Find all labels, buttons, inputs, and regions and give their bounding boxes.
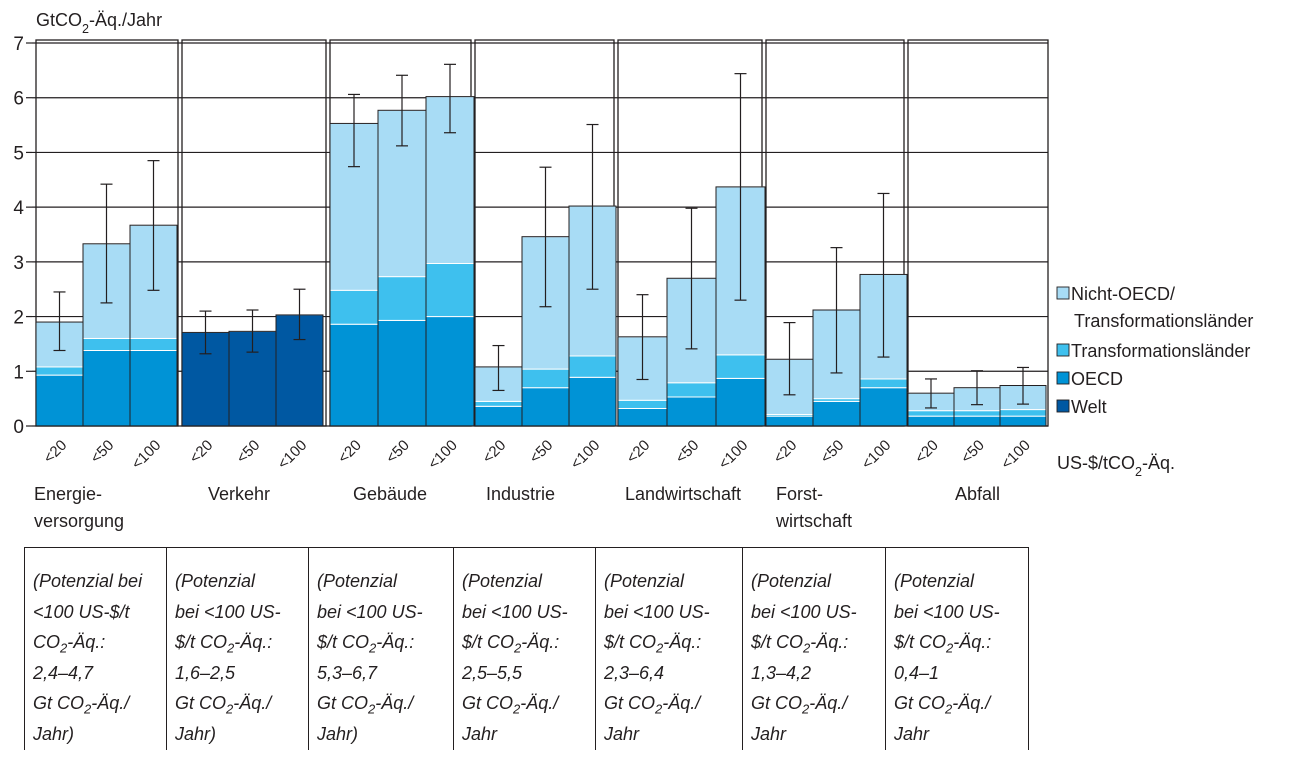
- sector-label: Gebäude: [353, 484, 427, 504]
- note-forstwirtschaft: (Potenzial bei <100 US- $/t CO2-Äq.: 1,3…: [742, 546, 886, 750]
- bar-segment-transformationslaender: [329, 289, 379, 325]
- bar-segment-oecd: [377, 319, 427, 427]
- legend-swatch: [1056, 286, 1070, 300]
- bar-segment-transformationslaender: [666, 382, 717, 398]
- y-tick-label: 0: [13, 417, 24, 438]
- sector-label: Verkehr: [208, 484, 270, 504]
- bar-segment-oecd: [474, 405, 523, 427]
- bar-segment-oecd: [521, 387, 570, 427]
- bar-segment-oecd: [953, 415, 1001, 427]
- note-industrie: (Potenzial bei <100 US- $/t CO2-Äq.: 2,5…: [453, 546, 596, 750]
- potential-notes-table: (Potenzial bei <100 US-$/t CO2-Äq.: 2,4–…: [24, 546, 1029, 750]
- legend-swatch: [1056, 399, 1070, 413]
- price-level-label: <50: [383, 437, 413, 467]
- note-energieversorgung: (Potenzial bei <100 US-$/t CO2-Äq.: 2,4–…: [24, 546, 167, 750]
- y-tick-label: 7: [13, 34, 24, 55]
- price-level-label: <100: [567, 437, 603, 473]
- price-level-label: <50: [672, 437, 702, 467]
- bar-segment-transformationslaender: [859, 378, 908, 389]
- legend-swatch: [1056, 371, 1070, 385]
- legend-label: Nicht-OECD/Transformationsländer: [1071, 284, 1253, 331]
- bar-segment-oecd: [129, 349, 178, 427]
- bar-segment-oecd: [425, 316, 475, 427]
- bar-segment-transformationslaender: [425, 262, 475, 318]
- sector-label: Landwirtschaft: [625, 484, 741, 504]
- bar-segment-transformationslaender: [953, 410, 1001, 417]
- price-level-label: <50: [233, 437, 263, 467]
- bar-segment-oecd: [715, 377, 766, 427]
- y-tick-label: 6: [13, 89, 24, 110]
- bar-segment-transformationslaender: [35, 366, 84, 376]
- bar-segment-transformationslaender: [715, 354, 766, 379]
- bar-segment-oecd: [859, 387, 908, 427]
- y-axis-label: GtCO2-Äq./Jahr: [36, 10, 162, 36]
- price-level-label: <50: [526, 437, 556, 467]
- price-level-label: <100: [274, 437, 310, 473]
- price-level-label: <20: [623, 437, 653, 467]
- bar-segment-oecd: [329, 323, 379, 427]
- sector-label: Energie-versorgung: [34, 484, 124, 531]
- price-level-label: <20: [335, 437, 365, 467]
- note-verkehr: (Potenzial bei <100 US- $/t CO2-Äq.: 1,6…: [166, 546, 309, 750]
- bar-segment-transformationslaender: [568, 355, 617, 378]
- note-gebaeude: (Potenzial bei <100 US- $/t CO2-Äq.: 5,3…: [308, 546, 454, 750]
- y-tick-label: 3: [13, 253, 24, 274]
- price-level-label: <20: [186, 437, 216, 467]
- price-level-label: <100: [715, 437, 751, 473]
- bar-segment-oecd: [907, 415, 955, 427]
- bar-segment-oecd: [568, 376, 617, 427]
- x-unit-label: US-$/tCO2-Äq.: [1057, 453, 1175, 479]
- price-level-label: <50: [87, 437, 117, 467]
- legend-swatch: [1056, 343, 1070, 357]
- price-level-label: <20: [770, 437, 800, 467]
- y-tick-label: 2: [13, 308, 24, 329]
- note-abfall: (Potenzial bei <100 US- $/t CO2-Äq.: 0,4…: [885, 546, 1029, 750]
- note-landwirtschaft: (Potenzial bei <100 US- $/t CO2-Äq.: 2,3…: [595, 546, 743, 750]
- bar-segment-transformationslaender: [377, 276, 427, 321]
- legend-label: Welt: [1071, 397, 1107, 417]
- price-level-label: <100: [998, 437, 1034, 473]
- bar-segment-transformationslaender: [82, 337, 131, 351]
- bar-segment-transformationslaender: [617, 399, 668, 409]
- price-level-label: <100: [425, 437, 461, 473]
- bar-segment-transformationslaender: [999, 409, 1047, 417]
- y-tick-label: 5: [13, 143, 24, 164]
- bar-segment-oecd: [617, 407, 668, 427]
- bar-segment-transformationslaender: [474, 400, 523, 407]
- legend-label: Transformationsländer: [1071, 341, 1250, 361]
- price-level-label: <100: [858, 437, 894, 473]
- bar-segment-oecd: [82, 349, 131, 427]
- bar-segment-transformationslaender: [521, 368, 570, 389]
- price-level-label: <50: [817, 437, 847, 467]
- sector-label: Abfall: [955, 484, 1000, 504]
- price-level-label: <20: [479, 437, 509, 467]
- bar-segment-oecd: [765, 415, 814, 427]
- price-level-label: <50: [958, 437, 988, 467]
- bar-segment-oecd: [999, 415, 1047, 427]
- legend-label: OECD: [1071, 369, 1123, 389]
- sector-label: Industrie: [486, 484, 555, 504]
- price-level-label: <20: [912, 437, 942, 467]
- y-tick-label: 4: [13, 198, 24, 219]
- bar-segment-oecd: [35, 374, 84, 427]
- bar-segment-transformationslaender: [907, 410, 955, 417]
- bar-segment-oecd: [812, 400, 861, 427]
- bar-segment-transformationslaender: [129, 337, 178, 351]
- sector-label: Forst-wirtschaft: [775, 484, 852, 531]
- bar-segment-oecd: [666, 396, 717, 427]
- price-level-label: <100: [128, 437, 164, 473]
- price-level-label: <20: [40, 437, 70, 467]
- y-tick-label: 1: [13, 362, 24, 383]
